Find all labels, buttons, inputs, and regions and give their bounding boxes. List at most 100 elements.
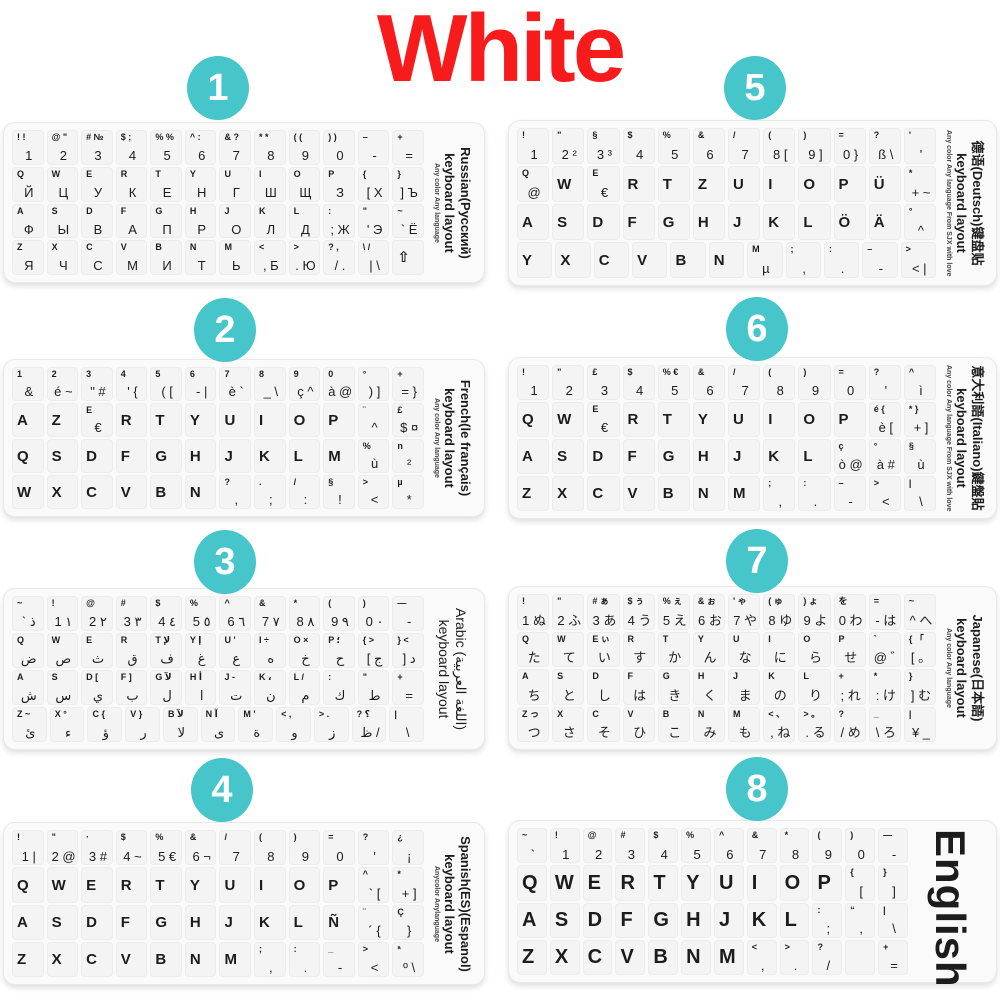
key-bottom-label: [ ج	[366, 651, 383, 667]
badge-number-german: 5	[724, 56, 786, 120]
key-top-label: M	[224, 951, 237, 968]
key-top-label: G	[155, 205, 163, 216]
key-top-label: I	[259, 168, 262, 179]
key: ` @ ゛	[868, 631, 901, 667]
key-top-label: L	[803, 671, 809, 681]
key: Z	[692, 166, 726, 202]
key: _ -	[323, 941, 355, 977]
key-top-label: °	[908, 206, 913, 216]
key: ) ) 0	[323, 130, 355, 165]
key-top-label: ?	[873, 130, 880, 140]
side-label-small: Any color Any language From SJX with lov…	[944, 130, 952, 277]
key-bottom-label: ت	[230, 688, 243, 704]
key-top-label: K	[259, 913, 270, 931]
key-top-label: =	[838, 130, 844, 140]
key: ~ `	[517, 828, 547, 864]
key-bottom-label: ظ /	[360, 725, 380, 741]
key-top-label: V	[120, 483, 131, 501]
key-top-label: 1	[17, 369, 23, 379]
key-bottom-label: < |	[911, 261, 927, 277]
key-top-label: +	[397, 672, 403, 682]
key-top-label: C	[86, 951, 97, 968]
key-top-label: >	[362, 943, 369, 954]
key-top-label: (	[259, 832, 263, 842]
key: T	[150, 867, 182, 903]
key: “,	[845, 902, 876, 938]
key-top-label: —	[883, 830, 893, 840]
key: T	[150, 403, 182, 437]
key: 0 à @	[323, 367, 355, 401]
key: 5( [	[150, 367, 182, 401]
key: Ö	[833, 204, 866, 240]
key-bottom-label: 7 や	[733, 612, 758, 628]
side-label-area: Spanish(ES)(Espanol) keyboard layout Anyco…	[424, 830, 480, 977]
key-bottom-label: 7	[232, 848, 240, 864]
key: D	[582, 902, 613, 938]
key: E €	[587, 166, 620, 202]
key: I	[746, 865, 777, 901]
key-top-label: <	[751, 941, 758, 952]
key-bottom-label: 2 ٢	[89, 614, 107, 630]
badge-number-italian: 6	[726, 297, 788, 361]
key-top-label: “	[850, 904, 855, 915]
key-top-label: J	[224, 205, 230, 216]
key-bottom-label: , ね	[770, 725, 791, 741]
key: W	[549, 865, 580, 901]
key-top-label: +	[397, 132, 403, 142]
key: A	[517, 902, 547, 938]
key-row: 1 & 2 é ~3 " #4 ' {5( [6- | 7 è ` 8 _ \ 9 ç ^ 0 à @ °)…	[12, 367, 424, 401]
key-bottom-label: €	[600, 420, 609, 436]
key: K ، ن	[254, 670, 286, 705]
key-bottom-label: 5 ٥	[192, 614, 211, 630]
key-bottom-label: 4 ٤	[158, 614, 177, 630]
key-top-label: E	[86, 635, 93, 645]
key-top-label: –	[838, 478, 844, 488]
key-top-label: Y	[697, 411, 708, 429]
key-top-label: O	[803, 633, 811, 644]
key-top-label: X	[51, 951, 62, 968]
key-bottom-label: 6	[198, 148, 206, 164]
key: }] む	[903, 669, 937, 705]
key: Z	[12, 941, 44, 977]
key-bottom-label: \	[892, 921, 896, 937]
key-bottom-label: ` [	[368, 885, 381, 901]
key: V	[115, 941, 148, 977]
key-bottom-label: 0	[336, 848, 344, 864]
side-label-rotated: Spanish(ES)(Espanol) keyboard layout Anyco…	[431, 831, 473, 977]
key-top-label: A	[17, 411, 28, 429]
key: C	[81, 941, 113, 977]
key-row: Q W E R T Y U I O P{[}]	[517, 865, 908, 901]
key-top-label: H أ	[189, 672, 202, 682]
key: < , Б	[254, 240, 286, 275]
key-bottom-label: <	[882, 494, 890, 510]
key-bottom-label: .	[303, 960, 308, 976]
key-bottom-label: .	[793, 958, 798, 974]
key-top-label: C	[592, 485, 604, 503]
key-bottom-label: せ	[844, 650, 858, 666]
key: (9 ٩	[323, 596, 355, 631]
key-bottom-label: €	[600, 185, 609, 201]
key-top-label: V	[637, 251, 648, 269]
side-label-line: 意大利語(Italiano)鍵盤貼	[969, 365, 985, 511]
key: > <	[357, 475, 390, 509]
key-bottom-label: Ф	[23, 221, 34, 237]
key-top-label: R	[120, 168, 128, 179]
key: ¨ ´ {	[357, 904, 390, 940]
key: { 「 [ 。	[903, 631, 937, 667]
key-bottom-label: 7	[741, 383, 749, 399]
key-bottom-label: \ ろ	[875, 725, 896, 741]
key: > . Ю	[288, 240, 321, 275]
key-bottom-label: ^	[371, 420, 378, 436]
key-top-label: M	[733, 485, 746, 503]
key-top-label: 6	[189, 369, 195, 379]
key-top-label: S	[51, 672, 58, 682]
key-top-label: G	[662, 448, 675, 466]
key: :;	[812, 902, 843, 938]
key-bottom-label: か	[668, 650, 682, 666]
key: & 6	[692, 128, 726, 164]
